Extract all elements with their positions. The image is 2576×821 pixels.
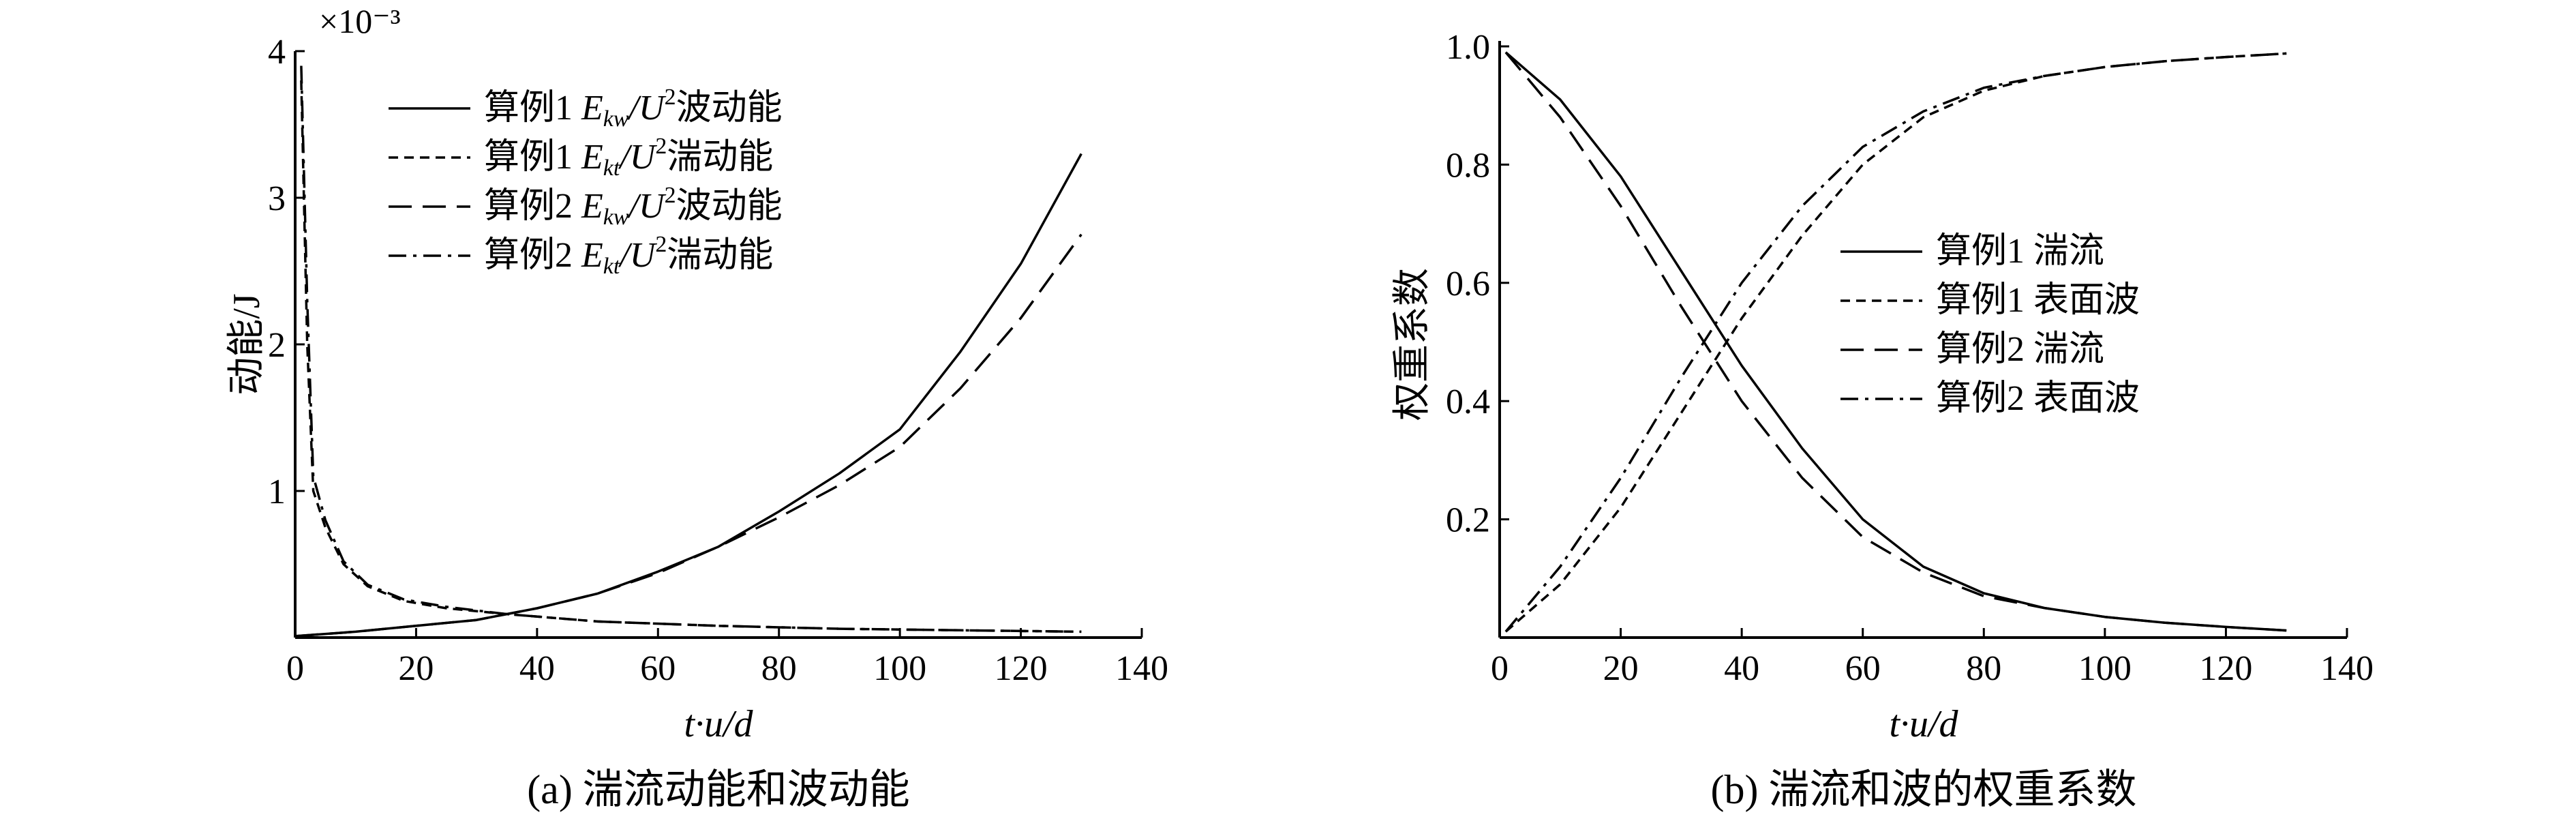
series-line-1 <box>294 153 1082 638</box>
legend-entry: 算例1 Ekt/U2湍动能 <box>484 134 773 181</box>
panel-b-series-lines <box>1504 51 2287 633</box>
legend-part: 波动能 <box>676 89 783 128</box>
y-tick-label: 0.8 <box>1446 146 1490 185</box>
panel-b-caption: (b) 湍流和波的权重系数 <box>1711 767 2137 812</box>
panel-a-y-ticks: 1 2 3 4 <box>268 33 305 511</box>
y-tick-label: 0.2 <box>1446 501 1490 540</box>
panel-b-y-ticks: 0.2 0.4 0.6 0.8 1.0 <box>1446 28 1509 540</box>
panel-b-x-ticks: 0 20 40 60 80 100 120 140 <box>1491 628 2374 688</box>
legend-part: 2 <box>655 232 667 257</box>
legend-part: 2 <box>655 134 667 159</box>
y-tick-label: 0.4 <box>1446 383 1490 421</box>
legend-part: E <box>581 138 603 177</box>
legend-part: 波动能 <box>676 187 783 226</box>
panel-b-plot-area <box>1498 41 2347 639</box>
legend-entry: 算例2 湍流 <box>1936 330 2104 369</box>
x-tick-label: 140 <box>2320 649 2374 688</box>
panel-a-y-axis-label: 动能/J <box>226 293 268 395</box>
panel-a-x-ticks: 0 20 40 60 80 100 120 140 <box>286 628 1168 688</box>
legend-part: E <box>581 89 603 128</box>
panel-b-y-axis-label: 权重系数 <box>1391 268 1434 421</box>
y-tick-label: 4 <box>268 33 286 72</box>
legend-entry: 算例1 Ekw/U2波动能 <box>484 85 783 132</box>
legend-entry: 算例2 Ekt/U2湍动能 <box>484 232 773 279</box>
series-line-1 <box>1504 51 2287 632</box>
legend-entry: 算例2 Ekw/U2波动能 <box>484 183 783 230</box>
panel-a-caption: (a) 湍流动能和波动能 <box>527 767 910 812</box>
legend-part: 算例2 <box>484 236 581 275</box>
legend-part: 算例1 <box>484 89 581 128</box>
legend-part: 湍动能 <box>667 138 773 177</box>
x-tick-label: 120 <box>995 649 1048 688</box>
y-tick-label: 0.6 <box>1446 265 1490 303</box>
legend-part: E <box>581 187 603 226</box>
legend-part: kt <box>603 254 621 279</box>
legend-part: kw <box>603 106 629 132</box>
legend-part: kw <box>603 205 629 230</box>
legend-part: 算例1 <box>484 138 581 177</box>
x-tick-label: 100 <box>873 649 926 688</box>
x-tick-label: 60 <box>1845 649 1881 688</box>
x-tick-label: 60 <box>640 649 676 688</box>
x-tick-label: 120 <box>2199 649 2252 688</box>
panel-a-x-axis-label: t·u/d <box>684 703 753 745</box>
legend-part: 2 <box>665 183 676 208</box>
y-tick-label: 1 <box>268 473 286 511</box>
x-tick-label: 80 <box>761 649 797 688</box>
panel-b-x-axis-label: t·u/d <box>1889 703 1958 745</box>
legend-part: E <box>581 236 603 275</box>
legend-part: 2 <box>665 85 676 110</box>
x-tick-label: 20 <box>398 649 434 688</box>
panel-b-chart: 0 20 40 60 80 100 120 140 0.20.40.60.81.0 权重系数 … <box>1391 28 2374 812</box>
legend-part: /U <box>618 138 657 177</box>
series-line-2 <box>1504 52 2287 633</box>
x-tick-label: 0 <box>1491 649 1509 688</box>
y-tick-label: 2 <box>268 326 286 365</box>
series-line-4 <box>1504 52 2287 633</box>
legend-part: /U <box>627 89 667 128</box>
x-tick-label: 20 <box>1603 649 1639 688</box>
panel-a-chart: 0 20 40 60 80 100 120 140 1 2 3 4 ×10⁻³ 动能/J t·u/d… <box>226 2 1168 812</box>
legend-part: /U <box>618 236 657 275</box>
legend-part: kt <box>603 155 621 181</box>
series-line-3 <box>1504 51 2287 632</box>
legend-part: /U <box>627 187 667 226</box>
legend-entry: 算例1 湍流 <box>1936 232 2104 271</box>
y-tick-label: 3 <box>268 179 286 218</box>
legend-part: 算例2 <box>484 187 581 226</box>
panel-a-series-lines <box>294 65 1082 638</box>
x-tick-label: 140 <box>1115 649 1168 688</box>
panel-a-y-multiplier: ×10⁻³ <box>319 2 401 40</box>
x-tick-label: 40 <box>519 649 555 688</box>
legend-entry: 算例2 表面波 <box>1936 379 2140 418</box>
series-line-4 <box>300 65 1082 633</box>
legend-part: 湍动能 <box>667 236 773 275</box>
y-tick-label: 1.0 <box>1446 28 1490 67</box>
x-tick-label: 100 <box>2078 649 2132 688</box>
legend-entry: 算例1 表面波 <box>1936 281 2140 320</box>
series-line-3 <box>294 233 1082 638</box>
x-tick-label: 40 <box>1724 649 1759 688</box>
x-tick-label: 80 <box>1966 649 2001 688</box>
x-tick-label: 0 <box>286 649 304 688</box>
